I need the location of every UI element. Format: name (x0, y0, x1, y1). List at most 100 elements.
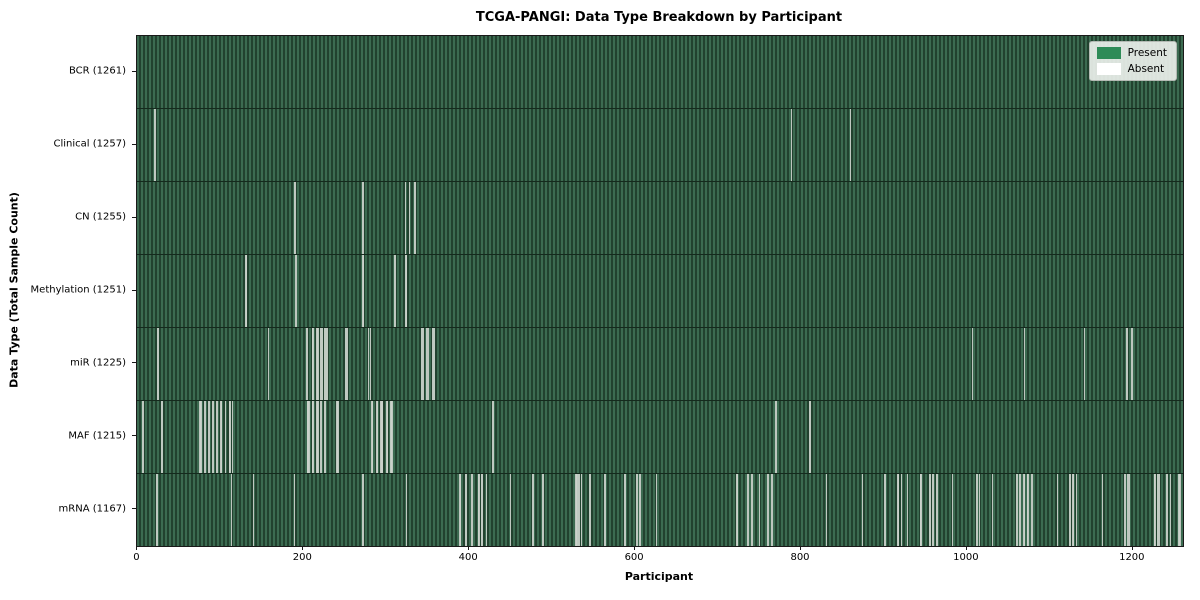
x-tick-mark (800, 546, 801, 550)
y-tick-label: CN (1255) (75, 211, 126, 223)
absent-line (142, 401, 144, 473)
absent-line (470, 474, 473, 546)
absent-line (747, 474, 749, 546)
row-band-Clinical (137, 108, 1183, 181)
absent-line (324, 328, 327, 400)
row-band-miR (137, 327, 1183, 400)
absent-line (758, 474, 760, 546)
absent-line (1031, 474, 1033, 546)
absent-line (305, 328, 308, 400)
absent-line (578, 474, 580, 546)
absent-line (199, 401, 201, 473)
absent-line (581, 474, 583, 546)
absent-line (577, 474, 580, 546)
absent-line (1154, 474, 1156, 546)
absent-line (369, 328, 371, 400)
absent-line (1023, 474, 1025, 546)
absent-line (1102, 474, 1104, 546)
absent-line (1024, 328, 1026, 400)
x-tick-label: 1200 (1119, 552, 1145, 563)
legend-entry-absent: Absent (1096, 63, 1167, 75)
absent-line (212, 401, 214, 473)
chart-title: TCGA-PANGI: Data Type Breakdown by Parti… (475, 10, 843, 25)
absent-line (542, 474, 544, 546)
absent-line (898, 474, 900, 546)
y-tick-label: MAF (1215) (68, 430, 126, 442)
absent-line (1016, 474, 1018, 546)
absent-line (386, 401, 388, 473)
legend: Present Absent (1088, 41, 1177, 81)
absent-line (346, 328, 348, 400)
absent-line (1069, 474, 1072, 546)
absent-line (156, 474, 158, 546)
absent-line (229, 401, 231, 473)
absent-line (465, 474, 467, 546)
absent-line (459, 474, 461, 546)
absent-line (624, 474, 626, 546)
absent-line (325, 328, 327, 400)
absent-line (320, 328, 323, 400)
y-tick-label: Clinical (1257) (53, 138, 127, 150)
absent-line (1068, 474, 1071, 546)
absent-line (319, 328, 322, 400)
absent-line (245, 255, 247, 327)
absent-line (421, 328, 423, 400)
absent-line (1178, 474, 1180, 546)
absent-line (307, 401, 309, 473)
row-band-CN (137, 181, 1183, 254)
absent-line (1131, 328, 1134, 400)
absent-line (368, 328, 370, 400)
absent-line (306, 328, 308, 400)
absent-line (414, 182, 416, 254)
absent-line (228, 401, 230, 473)
absent-line (157, 328, 159, 400)
absent-line (920, 474, 922, 546)
absent-line (825, 474, 828, 546)
absent-line (426, 328, 428, 400)
x-tick-mark (136, 546, 138, 550)
row-band-MAF (137, 400, 1183, 473)
absent-line (976, 474, 979, 546)
absent-line (320, 401, 323, 473)
absent-line (203, 401, 206, 473)
absent-line (1157, 474, 1159, 546)
absent-line (460, 474, 462, 546)
x-tick-mark (1131, 546, 1133, 550)
absent-line (212, 401, 215, 473)
absent-line (295, 182, 297, 254)
absent-line (337, 401, 339, 473)
absent-line (377, 401, 379, 473)
absent-line (405, 255, 407, 327)
legend-entry-present: Present (1096, 47, 1167, 59)
absent-line (408, 182, 410, 254)
absent-line (394, 255, 396, 327)
absent-line (1124, 474, 1126, 546)
absent-line (315, 328, 318, 400)
absent-line (991, 474, 994, 546)
absent-line (198, 401, 201, 473)
absent-line (751, 474, 753, 546)
y-tick-label: BCR (1261) (68, 65, 126, 77)
absent-line (485, 474, 488, 546)
absent-line (589, 474, 591, 546)
absent-line (478, 474, 480, 546)
absent-line (421, 328, 424, 400)
absent-line (978, 474, 980, 546)
absent-line (220, 401, 222, 473)
y-tick-mark (132, 143, 136, 145)
absent-line (736, 474, 738, 546)
absent-line (161, 401, 163, 473)
absent-line (317, 328, 319, 400)
absent-line (295, 255, 297, 327)
absent-line (321, 328, 323, 400)
legend-label: Present (1127, 47, 1167, 59)
absent-line (207, 401, 210, 473)
absent-line (936, 474, 938, 546)
y-tick-mark (132, 508, 136, 510)
absent-line (406, 474, 408, 546)
absent-line (480, 474, 483, 546)
absent-line (372, 401, 374, 473)
absent-line (932, 474, 934, 546)
absent-line (635, 474, 638, 546)
